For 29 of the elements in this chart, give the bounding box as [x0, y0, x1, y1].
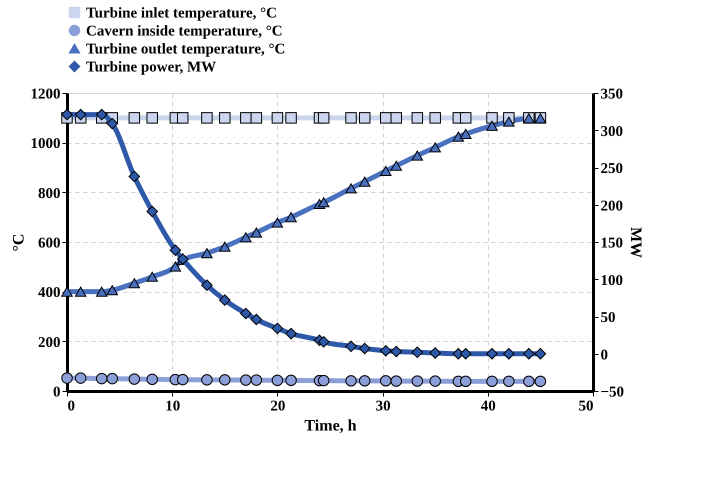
x-tick-label: 30	[376, 398, 391, 414]
y-tick-label: 600	[38, 236, 60, 252]
y2-tick-label: 300	[600, 124, 623, 140]
y-tick-label: 400	[38, 285, 60, 302]
y2-tick-label: 0	[600, 347, 608, 364]
y-tick-label: 0	[53, 384, 60, 400]
y-axis-title: °C	[10, 234, 28, 252]
x-tick-label: 50	[578, 398, 594, 414]
y-tick-label: 200	[38, 334, 60, 351]
legend-label: Cavern inside temperature, °C	[86, 24, 283, 40]
y2-tick-label: −50	[600, 384, 624, 400]
legend-label: Turbine power, MW	[86, 60, 216, 76]
x-tick-label: 20	[270, 398, 286, 414]
legend-label: Turbine inlet temperature, °C	[86, 6, 277, 22]
y2-tick-label: 100	[600, 272, 623, 289]
x-tick-label: 10	[165, 398, 180, 414]
x-axis-title: Time, h	[304, 418, 357, 434]
y-tick-label: 800	[38, 186, 60, 202]
y2-tick-label: 150	[600, 236, 623, 252]
y-tick-label: 1000	[30, 136, 60, 152]
x-tick-label: 0	[68, 398, 75, 414]
y-tick-label: 1200	[30, 86, 60, 102]
y2-tick-label: 50	[600, 310, 616, 326]
legend-label: Turbine outlet temperature, °C	[86, 42, 286, 58]
x-tick-label: 40	[480, 398, 496, 414]
y2-tick-label: 250	[600, 161, 623, 177]
y2-axis-title: MW	[627, 226, 644, 258]
y2-tick-label: 200	[600, 198, 623, 214]
y2-tick-label: 350	[600, 86, 623, 102]
